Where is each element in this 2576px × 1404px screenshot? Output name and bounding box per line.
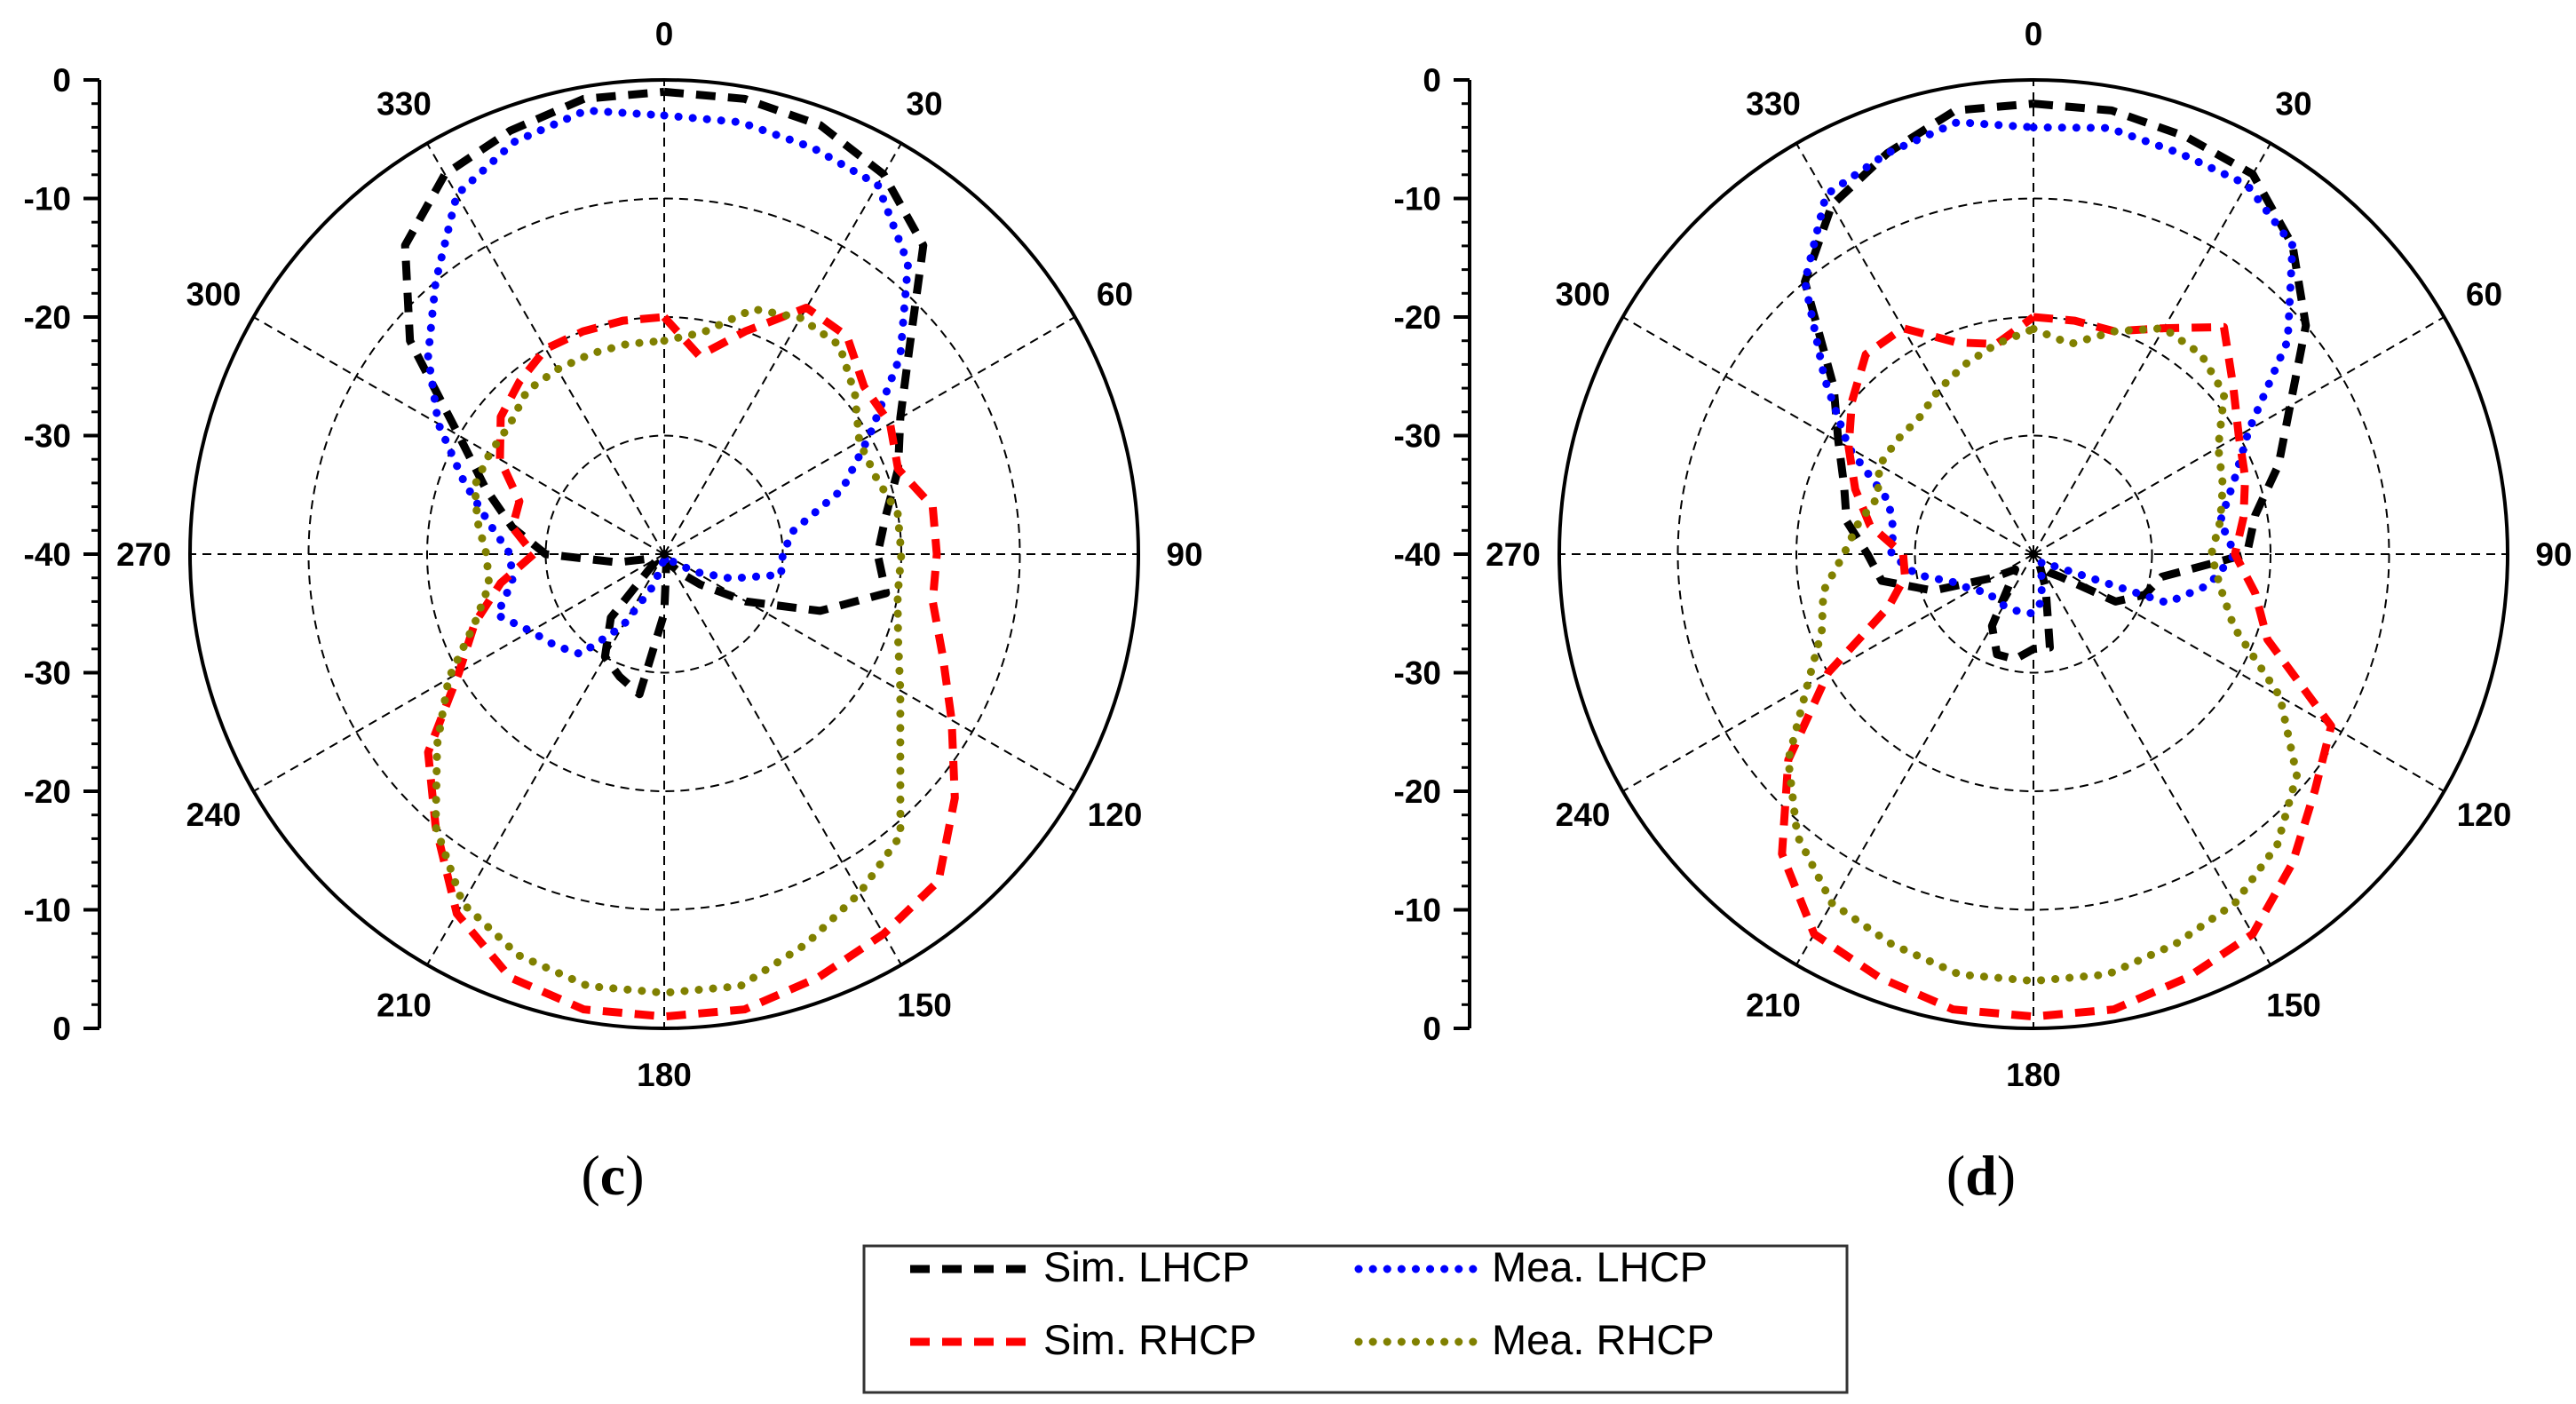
panel-label-c: (c) (581, 1144, 644, 1207)
axis-tick-label: 0 (52, 1011, 71, 1047)
angle-label: 240 (186, 797, 242, 833)
axis-tick-label: -20 (24, 299, 71, 336)
series-line-mea_lhcp (424, 106, 913, 658)
axis-tick-label: -40 (24, 536, 71, 573)
panel-label-c-letter: c (600, 1144, 625, 1207)
angle-labels: 0 30 60 90 120 150 180 210 240 270 300 330 (116, 16, 1202, 1093)
series-line-sim_rhcp (1778, 313, 2335, 1021)
grid-spoke (2033, 553, 2445, 792)
legend-label-mea_lhcp: Mea. LHCP (1492, 1243, 1708, 1290)
series-line-sim_lhcp (400, 87, 928, 699)
angle-label: 60 (2466, 276, 2502, 313)
angle-label: 150 (897, 987, 952, 1023)
axis-tick-label: -10 (1394, 181, 1441, 218)
grid-spoke (1622, 316, 2034, 555)
panel-label-d-letter: d (1965, 1144, 1997, 1207)
angle-label: 270 (116, 536, 171, 573)
angle-label: 150 (2266, 987, 2321, 1023)
grid-spoke (663, 553, 902, 965)
axis-tick-label: 0 (1423, 1011, 1441, 1047)
angle-label: 30 (2275, 86, 2311, 123)
axis-tick-label: -10 (1394, 892, 1441, 929)
angle-label: 120 (2457, 797, 2512, 833)
grid-spoke (253, 553, 665, 792)
radial-axis: 0 -10 -20 -30 -40 -30 -20 -10 0 (24, 62, 101, 1047)
angle-label: 330 (1746, 86, 1801, 123)
angle-label: 180 (637, 1057, 692, 1093)
grid (1557, 78, 2509, 1030)
polar-chart-d: 0 -10 -20 -30 -40 -30 -20 -10 0 0 30 60 90 120 150 180… (1394, 16, 2572, 1093)
angle-label: 0 (2025, 16, 2043, 52)
series-line-mea_rhcp (432, 305, 906, 997)
axis-tick-label: -40 (1394, 536, 1441, 573)
polar-chart-c: 0 -10 -20 -30 -40 -30 -20 -10 0 0 30 60 90 120 150 180… (24, 16, 1203, 1093)
angle-labels: 0 30 60 90 120 150 180 210 240 270 300 330 (1486, 16, 2572, 1093)
angle-label: 90 (1166, 536, 1202, 573)
grid-spoke (426, 143, 665, 555)
axis-tick-label: -30 (1394, 418, 1441, 455)
grid-ring (1914, 434, 2153, 674)
series-group (400, 87, 959, 1021)
angle-label: 120 (1088, 797, 1143, 833)
axis-tick-label: -10 (24, 892, 71, 929)
legend-label-sim_lhcp: Sim. LHCP (1043, 1243, 1249, 1290)
angle-label: 330 (376, 86, 432, 123)
angle-label: 210 (1746, 987, 1801, 1023)
angle-label: 30 (906, 86, 942, 123)
grid-spoke (253, 316, 665, 555)
axis-tick-label: -20 (1394, 299, 1441, 336)
grid-spoke (1622, 553, 2034, 792)
angle-label: 0 (655, 16, 674, 52)
panel-label-d: (d) (1946, 1144, 2016, 1207)
grid-spoke (2033, 553, 2271, 965)
grid-spoke (663, 143, 902, 555)
series-group (1778, 99, 2335, 1021)
grid-spoke (2033, 143, 2271, 555)
angle-label: 240 (1556, 797, 1611, 833)
angle-label: 60 (1097, 276, 1133, 313)
angle-label: 180 (2006, 1057, 2061, 1093)
axis-tick-label: -30 (1394, 655, 1441, 692)
radial-axis: 0 -10 -20 -30 -40 -30 -20 -10 0 (1394, 62, 1471, 1047)
center-point (660, 550, 669, 559)
angle-label: 300 (1556, 276, 1611, 313)
axis-tick-label: 0 (1423, 62, 1441, 99)
series-line-sim_lhcp (1801, 99, 2310, 663)
axis-tick-label: -20 (1394, 773, 1441, 810)
angle-label: 210 (376, 987, 432, 1023)
grid-spoke (1795, 143, 2034, 555)
legend: Sim. LHCP Mea. LHCP Sim. RHCP Mea. RHCP (862, 1243, 1849, 1394)
axis-tick-label: 0 (52, 62, 71, 99)
axis-tick-label: -30 (24, 418, 71, 455)
axis-tick-label: -20 (24, 773, 71, 810)
legend-label-mea_rhcp: Mea. RHCP (1492, 1316, 1715, 1363)
grid-spoke (2033, 316, 2445, 555)
axis-tick-label: -30 (24, 655, 71, 692)
center-point (2029, 550, 2038, 559)
angle-label: 270 (1486, 536, 1541, 573)
grid-ring (1795, 316, 2271, 792)
series-line-mea_lhcp (1801, 118, 2297, 618)
grid-spoke (663, 316, 1075, 555)
angle-label: 90 (2535, 536, 2572, 573)
axis-tick-label: -10 (24, 181, 71, 218)
legend-label-sim_rhcp: Sim. RHCP (1043, 1316, 1256, 1363)
angle-label: 300 (186, 276, 242, 313)
